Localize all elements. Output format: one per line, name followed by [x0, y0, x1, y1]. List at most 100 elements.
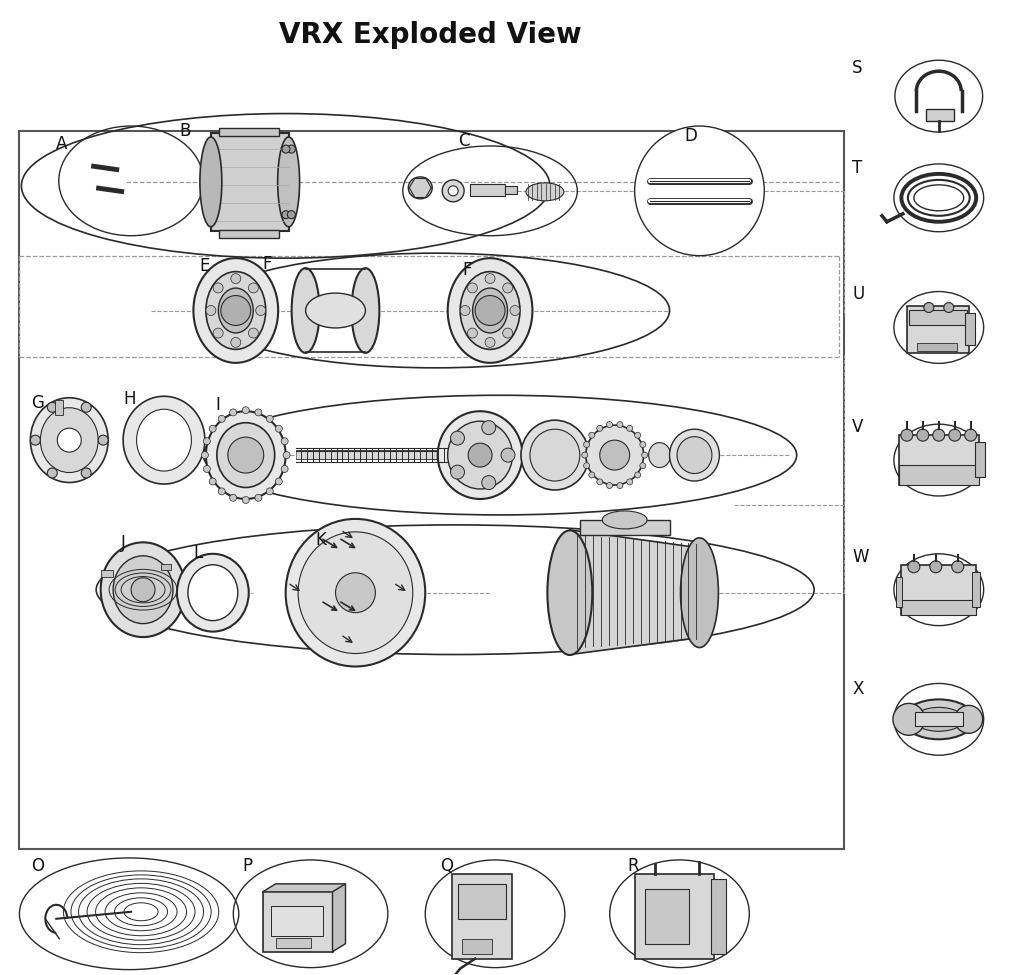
Text: F: F [263, 254, 272, 273]
Circle shape [288, 145, 295, 153]
Circle shape [229, 494, 237, 501]
Ellipse shape [31, 398, 109, 483]
Circle shape [255, 494, 262, 501]
Circle shape [442, 179, 464, 202]
Ellipse shape [586, 425, 644, 485]
Circle shape [243, 407, 249, 413]
Text: K: K [315, 530, 327, 549]
Ellipse shape [298, 532, 413, 653]
Bar [101, 569, 113, 577]
Circle shape [635, 472, 641, 478]
Circle shape [640, 463, 646, 469]
Circle shape [227, 437, 264, 473]
Text: I: I [216, 396, 221, 414]
Text: O: O [32, 857, 44, 875]
Circle shape [221, 295, 251, 326]
Ellipse shape [40, 408, 98, 473]
Ellipse shape [136, 410, 191, 471]
Circle shape [640, 442, 646, 448]
Circle shape [256, 305, 265, 316]
Bar [263, 892, 333, 952]
Bar [965, 314, 975, 345]
Circle shape [908, 561, 920, 572]
Text: P: P [243, 857, 253, 875]
Ellipse shape [681, 538, 719, 647]
Circle shape [451, 465, 465, 479]
Text: E: E [199, 256, 209, 275]
Ellipse shape [188, 565, 238, 621]
Circle shape [485, 274, 495, 284]
Circle shape [635, 126, 764, 255]
Ellipse shape [447, 421, 512, 489]
Circle shape [949, 429, 961, 441]
Circle shape [467, 328, 477, 338]
Ellipse shape [278, 137, 300, 227]
Bar [901, 565, 976, 614]
Ellipse shape [305, 293, 366, 328]
Bar [645, 889, 689, 944]
Circle shape [635, 432, 641, 438]
Circle shape [503, 283, 513, 292]
Ellipse shape [351, 268, 379, 353]
Ellipse shape [670, 429, 720, 481]
Ellipse shape [409, 176, 432, 199]
Circle shape [503, 328, 513, 338]
Bar [907, 305, 969, 353]
Circle shape [282, 465, 288, 473]
Circle shape [230, 337, 241, 347]
Bar [896, 577, 902, 606]
Text: G: G [32, 394, 44, 412]
Circle shape [218, 415, 225, 422]
Ellipse shape [200, 137, 222, 227]
Bar [55, 401, 63, 415]
Bar [505, 186, 517, 194]
Circle shape [501, 448, 515, 462]
Circle shape [589, 432, 595, 438]
Circle shape [213, 283, 223, 292]
Ellipse shape [100, 542, 185, 637]
Text: S: S [852, 59, 862, 77]
Circle shape [597, 479, 603, 485]
Ellipse shape [677, 437, 712, 474]
Circle shape [131, 578, 155, 602]
Circle shape [451, 431, 465, 445]
Polygon shape [333, 884, 345, 952]
Circle shape [249, 328, 258, 338]
Circle shape [468, 443, 493, 467]
Circle shape [965, 429, 977, 441]
Ellipse shape [218, 288, 253, 332]
Circle shape [600, 440, 630, 470]
Bar [899, 435, 979, 485]
Circle shape [584, 442, 590, 448]
Text: R: R [628, 857, 639, 875]
Text: X: X [852, 681, 863, 698]
Text: T: T [852, 159, 862, 176]
Circle shape [597, 425, 603, 431]
Ellipse shape [292, 268, 319, 353]
Bar [19, 131, 844, 849]
Text: A: A [56, 135, 68, 153]
Circle shape [230, 274, 241, 284]
Circle shape [266, 415, 273, 422]
Bar [909, 309, 967, 326]
Ellipse shape [447, 258, 532, 363]
Circle shape [944, 302, 953, 313]
Ellipse shape [217, 423, 274, 488]
Bar [926, 109, 953, 121]
Circle shape [255, 409, 262, 416]
Circle shape [916, 429, 929, 441]
Circle shape [288, 211, 295, 218]
Circle shape [209, 478, 216, 485]
Circle shape [266, 488, 273, 495]
Circle shape [282, 211, 290, 218]
Bar [270, 906, 323, 936]
Circle shape [275, 425, 283, 432]
Circle shape [213, 328, 223, 338]
Circle shape [31, 435, 40, 446]
Circle shape [924, 302, 934, 313]
Ellipse shape [602, 511, 647, 528]
Text: Q: Q [440, 857, 454, 875]
Circle shape [449, 186, 458, 196]
Circle shape [282, 145, 290, 153]
Ellipse shape [437, 411, 522, 499]
